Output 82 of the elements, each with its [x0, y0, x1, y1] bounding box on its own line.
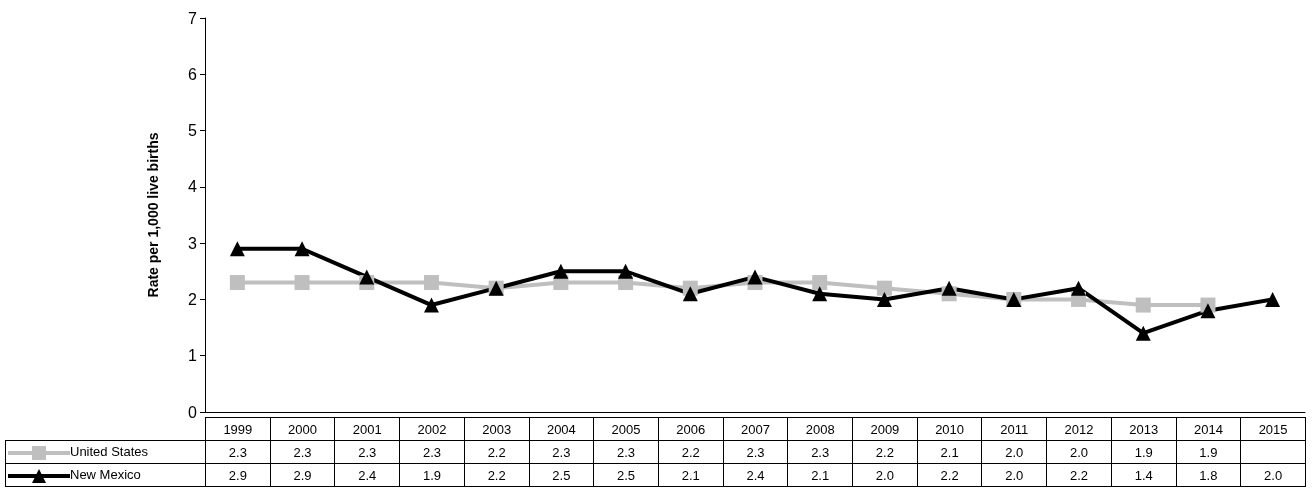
x-tick-label: 1999 — [205, 417, 271, 441]
point — [423, 275, 439, 291]
x-tick-label: 2005 — [593, 417, 659, 441]
data-label: 2.2 — [658, 440, 724, 464]
data-label: 2.2 — [464, 440, 530, 464]
y-tick-label: 0 — [188, 403, 198, 421]
legend-label: New Mexico — [70, 467, 141, 483]
point — [812, 275, 828, 291]
legend-label: United States — [70, 444, 149, 460]
data-label: 2.2 — [917, 463, 982, 487]
point — [1200, 303, 1216, 319]
data-label: 2.3 — [593, 440, 659, 464]
x-tick-label: 2013 — [1111, 417, 1177, 441]
data-label: 2.3 — [270, 440, 335, 464]
data-label: 2.3 — [334, 440, 400, 464]
y-tick-label: 3 — [188, 234, 198, 252]
y-tick-label: 6 — [188, 65, 198, 83]
point — [812, 286, 828, 302]
point — [1135, 297, 1151, 313]
x-tick-label: 2010 — [917, 417, 982, 441]
data-label: 2.0 — [981, 440, 1047, 464]
y-tick-label: 5 — [188, 122, 198, 140]
data-label: 2.4 — [334, 463, 400, 487]
data-label: 1.4 — [1111, 463, 1177, 487]
x-tick-label: 2015 — [1240, 417, 1306, 441]
y-tick-label: 4 — [188, 178, 198, 196]
x-tick-label: 2011 — [981, 417, 1047, 441]
y-tick-label: 7 — [188, 9, 198, 27]
x-tick-label: 2006 — [658, 417, 724, 441]
x-tick-label: 2003 — [464, 417, 530, 441]
data-label: 2.2 — [464, 463, 530, 487]
data-label: 2.1 — [787, 463, 853, 487]
data-label: 2.4 — [723, 463, 788, 487]
data-label: 2.5 — [593, 463, 659, 487]
point — [229, 241, 245, 257]
point — [1135, 325, 1151, 341]
data-label: 2.9 — [270, 463, 335, 487]
data-label: 2.3 — [205, 440, 271, 464]
point — [553, 263, 569, 279]
data-label: 2.9 — [205, 463, 271, 487]
x-tick-label: 2004 — [529, 417, 594, 441]
data-label: 2.3 — [399, 440, 465, 464]
y-axis-title: Rate per 1,000 live births — [145, 132, 161, 298]
point — [423, 297, 439, 313]
x-tick-label: 2014 — [1176, 417, 1241, 441]
point — [229, 275, 245, 291]
data-label: 2.3 — [529, 440, 594, 464]
data-label: 2.0 — [852, 463, 918, 487]
data-label: 1.8 — [1176, 463, 1241, 487]
data-label: 2.5 — [529, 463, 594, 487]
x-tick-label: 2000 — [270, 417, 335, 441]
data-label: 1.9 — [1176, 440, 1241, 464]
data-label: 2.2 — [1046, 463, 1112, 487]
data-label: 2.2 — [852, 440, 918, 464]
point — [359, 269, 375, 285]
x-tick-label: 2012 — [1046, 417, 1112, 441]
x-tick-label: 2001 — [334, 417, 400, 441]
x-tick-label: 2009 — [852, 417, 918, 441]
data-label: 2.0 — [981, 463, 1047, 487]
x-tick-label: 2002 — [399, 417, 465, 441]
data-label: 2.3 — [787, 440, 853, 464]
data-label: 1.9 — [399, 463, 465, 487]
point — [747, 269, 763, 285]
point — [294, 275, 310, 291]
y-tick-label: 2 — [188, 290, 198, 308]
x-tick-label: 2008 — [787, 417, 853, 441]
x-tick-label: 2007 — [723, 417, 788, 441]
point — [876, 291, 892, 307]
data-label: 2.3 — [723, 440, 788, 464]
data-label: 2.0 — [1046, 440, 1112, 464]
point — [294, 241, 310, 257]
data-label: 2.1 — [658, 463, 724, 487]
point — [1265, 291, 1281, 307]
data-label: 2.0 — [1240, 463, 1306, 487]
point — [1071, 280, 1087, 296]
point — [941, 280, 957, 296]
data-label: 2.1 — [917, 440, 982, 464]
point — [876, 280, 892, 296]
y-tick-label: 1 — [188, 347, 198, 365]
point — [682, 286, 698, 302]
point — [618, 263, 634, 279]
data-label: 1.9 — [1111, 440, 1177, 464]
